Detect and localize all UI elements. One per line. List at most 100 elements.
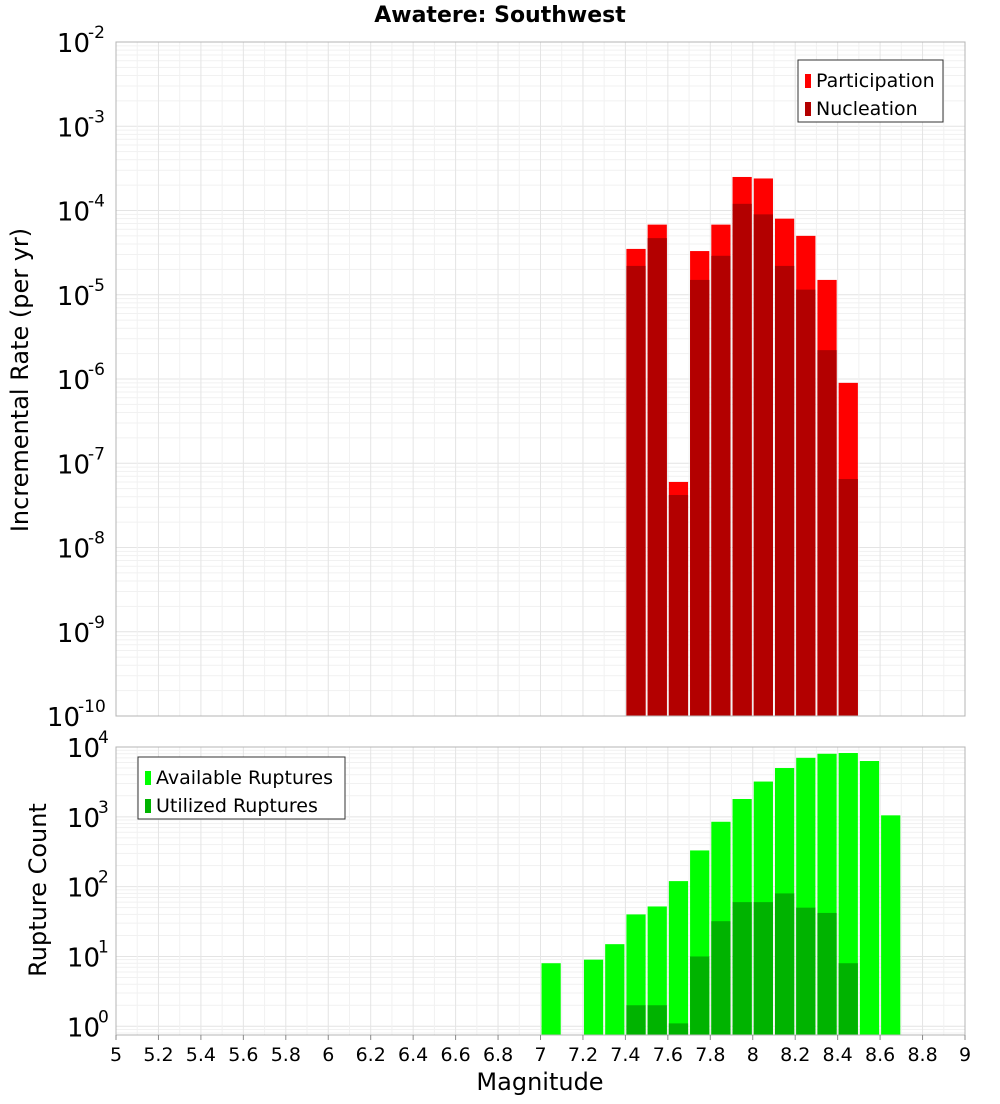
plot-frame [115, 41, 966, 717]
utilized-ruptures-bar [647, 1005, 667, 1035]
x-tick-label: 7.6 [653, 1044, 683, 1066]
x-tick-label: 8.2 [780, 1044, 810, 1066]
y-tick-exponent: -9 [88, 613, 105, 633]
x-tick-label: 5.8 [271, 1044, 301, 1066]
y-tick-exponent: 2 [98, 868, 109, 888]
y-tick-exponent: -4 [88, 192, 105, 212]
legend-label: Utilized Ruptures [156, 795, 318, 817]
y-tick-exponent: -8 [88, 529, 105, 549]
y-tick-base: 10 [57, 282, 90, 312]
legend-box [797, 59, 944, 123]
legend-label: Nucleation [816, 98, 918, 120]
x-tick-label: 5.6 [228, 1044, 258, 1066]
y-tick-label: 10-7 [57, 444, 105, 480]
rate-panel: 10-210-310-410-510-610-710-810-910-10Par… [47, 23, 966, 733]
y-tick-exponent: 3 [98, 798, 109, 818]
nucleation-bar [690, 279, 710, 716]
x-tick-label: 7.8 [695, 1044, 725, 1066]
chart-title: Awatere: Southwest [374, 3, 626, 28]
y-tick-base: 10 [67, 734, 100, 764]
utilized-ruptures-bar [817, 912, 837, 1035]
legend: Participation Nucleation [797, 59, 944, 123]
x-tick-label: 5.4 [186, 1044, 216, 1066]
legend-swatch [805, 102, 811, 116]
x-tick-label: 6.8 [483, 1044, 513, 1066]
y-tick-label: 10-6 [57, 360, 105, 396]
nucleation-bar [647, 238, 667, 716]
x-tick-label: 8.4 [823, 1044, 853, 1066]
x-tick-label: 6.6 [440, 1044, 470, 1066]
y-tick-exponent: -2 [88, 23, 105, 43]
y-tick-label: 103 [67, 798, 109, 834]
available-ruptures-bar [605, 944, 625, 1035]
x-tick-label: 5 [110, 1044, 122, 1066]
rate-axis-label: Incremental Rate (per yr) [6, 228, 34, 532]
nucleation-bar [774, 265, 795, 716]
y-tick-base: 10 [67, 1013, 100, 1043]
x-tick-label: 5.2 [143, 1044, 173, 1066]
y-tick-base: 10 [57, 366, 90, 396]
y-tick-base: 10 [57, 29, 90, 59]
y-tick-label: 104 [67, 728, 109, 764]
nucleation-bar [817, 350, 837, 716]
y-tick-exponent: 0 [98, 1007, 109, 1027]
y-tick-label: 10-2 [57, 23, 105, 59]
x-tick-label: 6.2 [356, 1044, 386, 1066]
available-ruptures-bar [881, 815, 901, 1035]
x-tick-label: 8 [747, 1044, 759, 1066]
legend-swatch [145, 799, 151, 813]
x-tick-label: 8.8 [907, 1044, 937, 1066]
available-ruptures-bar [626, 914, 646, 1035]
nucleation-bar [668, 494, 689, 716]
x-tick-label: 9 [959, 1044, 971, 1066]
nucleation-bar [838, 479, 858, 716]
legend-swatch [805, 74, 811, 88]
utilized-ruptures-bar [668, 1023, 689, 1035]
y-tick-base: 10 [67, 943, 100, 973]
nucleation-bar [732, 203, 752, 716]
y-tick-label: 102 [67, 868, 109, 904]
nucleation-bar [626, 265, 646, 716]
y-tick-label: 101 [67, 937, 109, 973]
y-tick-base: 10 [57, 198, 90, 228]
y-tick-label: 10-9 [57, 613, 105, 649]
available-ruptures-bar [647, 906, 667, 1035]
y-tick-base: 10 [47, 703, 80, 733]
legend-swatch [145, 771, 151, 785]
y-tick-exponent: -3 [88, 107, 105, 127]
magnitude-axis-label: Magnitude [476, 1068, 603, 1096]
y-tick-exponent: -7 [88, 444, 105, 464]
utilized-ruptures-bar [753, 902, 773, 1035]
utilized-ruptures-bar [690, 956, 710, 1035]
x-tick-label: 7.4 [610, 1044, 640, 1066]
count-axis-label: Rupture Count [24, 803, 52, 977]
y-tick-exponent: -10 [78, 697, 106, 717]
y-tick-exponent: -5 [88, 276, 105, 296]
y-tick-exponent: -6 [88, 360, 105, 380]
nucleation-bar [711, 255, 731, 716]
available-ruptures-bar [583, 959, 604, 1035]
legend-label: Participation [816, 70, 935, 92]
utilized-ruptures-bar [796, 907, 816, 1035]
utilized-ruptures-bar [711, 921, 731, 1035]
y-tick-label: 100 [67, 1007, 109, 1043]
y-tick-base: 10 [57, 535, 90, 565]
y-tick-base: 10 [67, 804, 100, 834]
utilized-ruptures-bar [774, 893, 795, 1035]
y-tick-label: 10-4 [57, 192, 105, 228]
utilized-ruptures-bar [838, 963, 858, 1035]
legend: Available Ruptures Utilized Ruptures [137, 756, 346, 820]
x-tick-label: 6.4 [398, 1044, 428, 1066]
y-tick-label: 10-8 [57, 529, 105, 565]
legend-box [137, 756, 346, 820]
available-ruptures-bar [859, 761, 880, 1035]
y-tick-base: 10 [57, 113, 90, 143]
x-tick-label: 6 [322, 1044, 334, 1066]
nucleation-bar [753, 214, 773, 716]
available-ruptures-bar [541, 963, 561, 1035]
y-tick-label: 10-10 [47, 697, 106, 733]
y-tick-label: 10-3 [57, 107, 105, 143]
y-tick-exponent: 4 [98, 728, 109, 748]
